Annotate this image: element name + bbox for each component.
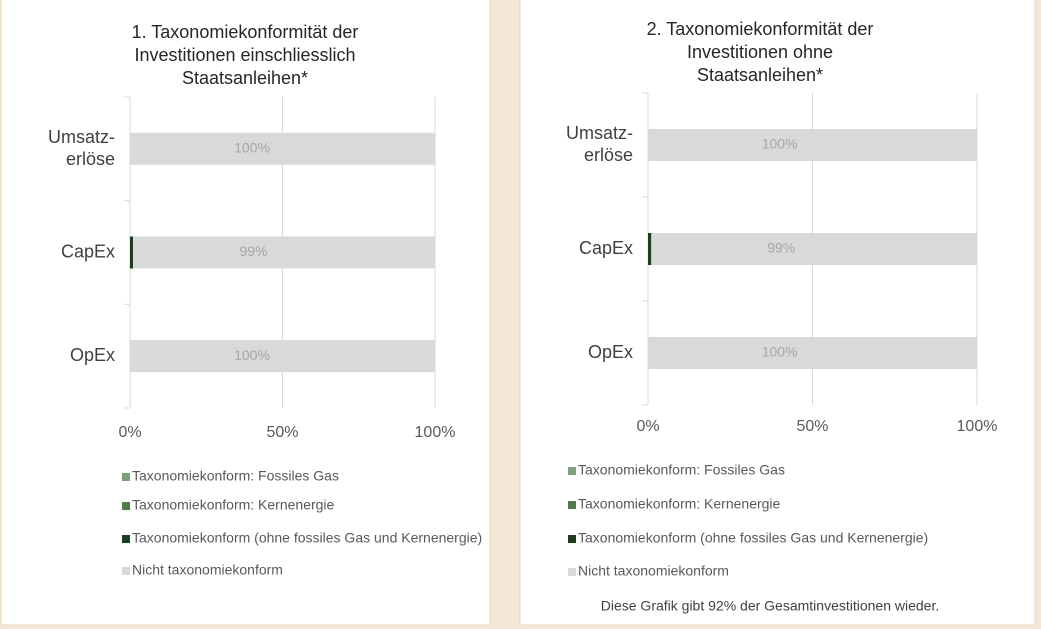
- y-tick-label: CapEx: [579, 238, 633, 258]
- legend-label: Taxonomiekonform: Fossiles Gas: [132, 468, 339, 484]
- x-tick-label: 50%: [796, 418, 828, 435]
- bar-segment: [648, 233, 652, 265]
- panel: [519, 0, 1036, 626]
- data-label: 99%: [767, 240, 795, 256]
- legend-swatch: [122, 473, 130, 481]
- bar-segment: [130, 132, 435, 165]
- legend-label: Nicht taxonomiekonform: [578, 563, 729, 579]
- legend-label: Nicht taxonomiekonform: [132, 562, 283, 578]
- y-tick-label: Umsatz-erlöse: [48, 127, 115, 169]
- x-tick-label: 0%: [118, 424, 141, 441]
- note: Diese Grafik gibt 92% der Gesamtinvestit…: [601, 598, 940, 614]
- bar-segment: [130, 236, 134, 269]
- legend-swatch: [122, 567, 130, 575]
- legend-swatch: [568, 568, 576, 576]
- x-tick-label: 50%: [266, 424, 298, 441]
- data-label: 100%: [762, 344, 798, 360]
- legend-swatch: [122, 535, 130, 543]
- y-tick-label: Umsatz-erlöse: [566, 123, 633, 165]
- data-label: 100%: [762, 136, 798, 152]
- bar-segment: [651, 233, 977, 265]
- data-label: 100%: [234, 140, 270, 156]
- panel: [0, 0, 491, 626]
- legend-label: Taxonomiekonform: Fossiles Gas: [578, 462, 785, 478]
- legend-swatch: [568, 501, 576, 509]
- y-tick-label: CapEx: [61, 241, 115, 261]
- legend-swatch: [122, 502, 130, 510]
- legend-label: Taxonomiekonform (ohne fossiles Gas und …: [132, 530, 482, 546]
- bar-segment: [133, 236, 436, 269]
- bar-segment: [130, 340, 435, 373]
- bar-segment: [648, 129, 977, 161]
- data-label: 100%: [234, 347, 270, 363]
- bar-segment: [648, 337, 977, 369]
- legend-swatch: [568, 535, 576, 543]
- legend-label: Taxonomiekonform (ohne fossiles Gas und …: [578, 530, 928, 546]
- legend-swatch: [568, 467, 576, 475]
- x-tick-label: 100%: [957, 418, 998, 435]
- chart-title: 1. Taxonomiekonformität der Investitionen…: [132, 22, 359, 88]
- legend-label: Taxonomiekonform: Kernenergie: [578, 496, 781, 512]
- data-label: 99%: [240, 243, 268, 259]
- x-tick-label: 0%: [636, 418, 659, 435]
- y-tick-label: OpEx: [588, 342, 633, 362]
- chart-title: 2. Taxonomiekonformität der Investitionen…: [647, 19, 874, 85]
- y-tick-label: OpEx: [70, 345, 115, 365]
- legend-label: Taxonomiekonform: Kernenergie: [132, 497, 335, 513]
- x-tick-label: 100%: [415, 424, 456, 441]
